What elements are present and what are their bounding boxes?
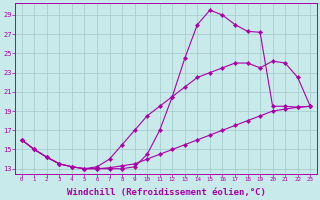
X-axis label: Windchill (Refroidissement éolien,°C): Windchill (Refroidissement éolien,°C) [67, 188, 265, 197]
